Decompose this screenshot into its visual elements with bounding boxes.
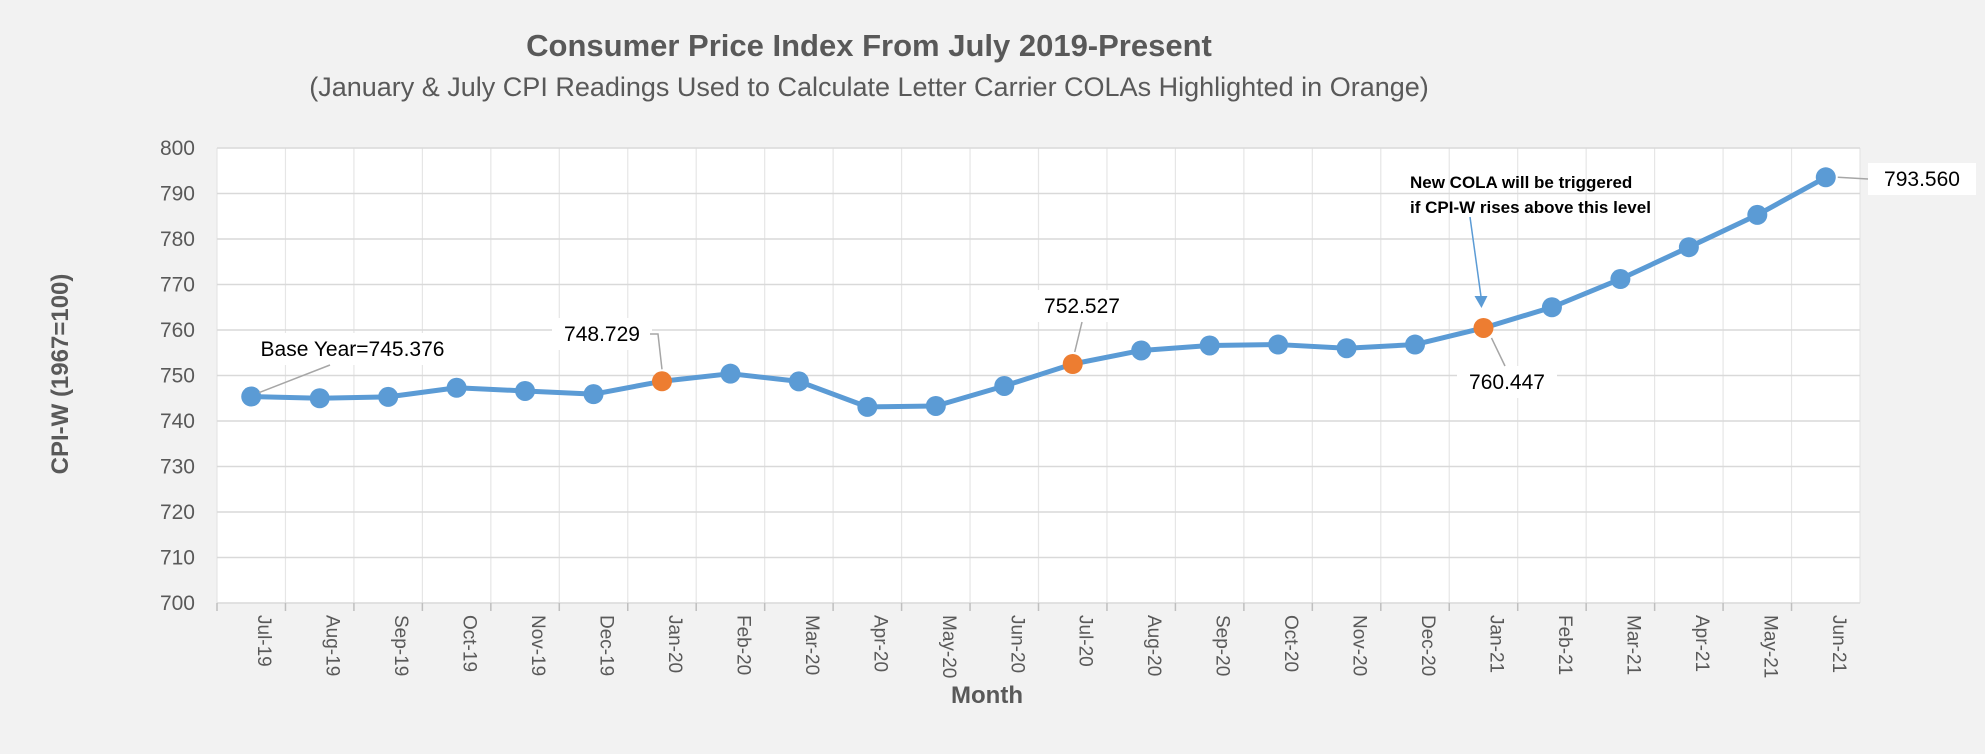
y-tick-label: 760: [160, 319, 195, 342]
x-tick-label: Jun-20: [1006, 615, 1027, 673]
highlighted-data-point: [651, 371, 672, 392]
y-tick-label: 750: [160, 365, 195, 388]
data-point: [1336, 338, 1357, 359]
x-tick-label: Sep-19: [390, 615, 411, 676]
cola-trigger-note-line: if CPI-W rises above this level: [1410, 198, 1651, 217]
cola-trigger-note-line: New COLA will be triggered: [1410, 173, 1632, 192]
x-tick-label: May-20: [938, 615, 959, 678]
data-point: [1747, 204, 1768, 225]
x-tick-label: Dec-19: [596, 615, 617, 676]
data-label-base-year: Base Year=745.376: [261, 338, 445, 361]
data-labels: Base Year=745.376 748.729 752.527 760.447 79…: [255, 163, 1976, 398]
x-tick-label: Nov-19: [527, 615, 548, 676]
highlighted-data-point: [1473, 317, 1494, 338]
grid: [216, 147, 1861, 604]
data-label-jul-20-box: [1032, 290, 1132, 322]
data-label-jan-20-box: [552, 318, 652, 350]
cola-trigger-arrowhead: [1474, 295, 1488, 308]
chart-subtitle: (January & July CPI Readings Used to Cal…: [309, 72, 1429, 102]
data-point: [1405, 334, 1426, 355]
data-label-base-year-leader-line: [258, 364, 331, 394]
y-tick-label: 790: [160, 183, 195, 206]
axes: 700 710 720 730 740 750 760 770 780 790 800 Jul-19 A…: [160, 137, 1849, 678]
x-tick-label: Nov-20: [1349, 615, 1370, 676]
data-label-jan-21-leader-line: [1490, 337, 1506, 367]
data-point: [515, 380, 536, 401]
x-tick-label: Jun-21: [1828, 615, 1849, 673]
y-tick-label: 700: [160, 592, 195, 615]
data-point: [720, 363, 741, 384]
data-point: [1199, 335, 1220, 356]
data-point: [1541, 297, 1562, 318]
data-label-jan-21: 760.447: [1469, 371, 1545, 394]
x-tick-label: May-21: [1759, 615, 1780, 678]
x-axis-title: Month: [951, 682, 1023, 709]
x-tick-label: Jan-21: [1485, 615, 1506, 673]
data-point: [1131, 340, 1152, 361]
chart-title: Consumer Price Index From July 2019-Pres…: [526, 28, 1212, 63]
data-point: [446, 377, 467, 398]
x-tick-label: Aug-19: [322, 615, 343, 676]
data-label-jan-20: 748.729: [564, 323, 640, 346]
data-label-base-year-box: [255, 333, 450, 365]
data-point: [1678, 237, 1699, 258]
data-point: [1610, 269, 1631, 290]
data-point: [241, 386, 262, 407]
x-tick-label: Oct-20: [1280, 615, 1301, 672]
x-tick-label: Sep-20: [1212, 615, 1233, 676]
data-label-jul-20-leader-line: [1074, 321, 1083, 353]
x-tick-label: Apr-20: [869, 615, 890, 672]
series: [241, 167, 1836, 417]
y-tick-label: 770: [160, 274, 195, 297]
data-point: [583, 384, 604, 405]
y-tick-label: 730: [160, 456, 195, 479]
cola-trigger-arrow-line: [1469, 216, 1483, 301]
data-label-jun-21: 793.560: [1884, 168, 1960, 191]
x-tick-label: Jan-20: [664, 615, 685, 673]
x-tick-label: Feb-20: [732, 615, 753, 675]
data-point: [1815, 167, 1836, 188]
y-tick-label: 720: [160, 501, 195, 524]
x-tick-label: Dec-20: [1417, 615, 1438, 676]
data-point: [788, 371, 809, 392]
x-tick-label: Aug-20: [1143, 615, 1164, 676]
y-tick-label: 800: [160, 137, 195, 160]
data-label-jan-20-leader-line: [650, 333, 663, 370]
x-tick-label: Jul-20: [1075, 615, 1096, 667]
data-point: [1268, 334, 1289, 355]
data-label-jun-21-box: [1868, 163, 1976, 195]
data-point: [994, 375, 1015, 396]
x-tick-label: Jul-19: [253, 615, 274, 667]
data-point: [857, 396, 878, 417]
y-tick-label: 740: [160, 410, 195, 433]
data-label-jan-21-box: [1457, 366, 1557, 398]
data-point: [378, 386, 399, 407]
data-point: [309, 388, 330, 409]
y-tick-label: 780: [160, 228, 195, 251]
data-point: [925, 395, 946, 416]
y-tick-label: 710: [160, 547, 195, 570]
x-tick-label: Mar-21: [1622, 615, 1643, 675]
x-tick-label: Mar-20: [801, 615, 822, 675]
data-label-jul-20: 752.527: [1044, 295, 1120, 318]
highlighted-data-point: [1062, 354, 1083, 375]
x-tick-label: Feb-21: [1554, 615, 1575, 675]
data-label-jun-21-leader-line: [1837, 176, 1869, 180]
x-tick-label: Apr-21: [1691, 615, 1712, 672]
x-tick-label: Oct-19: [459, 615, 480, 672]
y-axis-title: CPI-W (1967=100): [47, 274, 74, 475]
cpi-w-series-line: [251, 175, 1827, 410]
